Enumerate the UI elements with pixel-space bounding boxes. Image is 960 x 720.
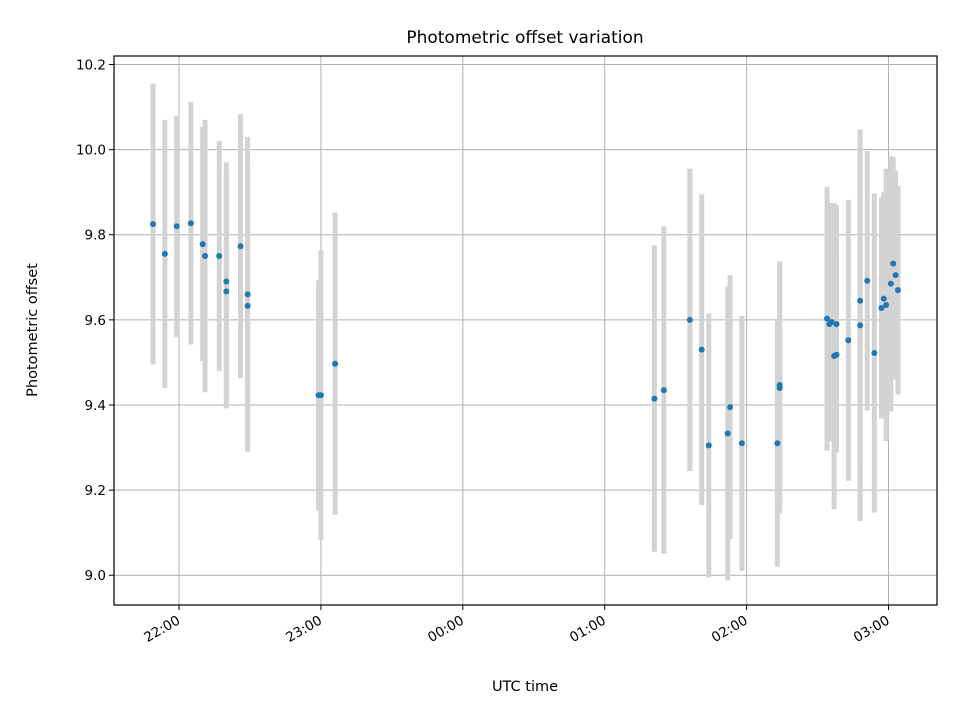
data-point [161,250,168,257]
data-point [724,430,731,437]
data-point [237,243,244,250]
data-point [887,280,894,287]
data-point [890,260,897,267]
y-tick-label: 9.6 [85,313,106,329]
data-point [150,221,157,228]
data-point [187,220,194,227]
data-point [864,277,871,284]
data-point [660,387,667,394]
y-tick-label: 9.0 [85,568,106,584]
data-point [173,223,180,230]
data-points [150,220,901,449]
data-point [824,315,831,322]
chart-title: Photometric offset variation [406,28,643,48]
y-tick-label: 9.8 [85,228,106,244]
data-point [244,291,251,298]
data-point [833,351,840,358]
data-point [833,321,840,328]
y-tick-label: 9.2 [85,483,106,499]
data-point [202,253,209,260]
data-point [845,337,852,344]
data-point [894,287,901,294]
data-point [883,301,890,308]
data-point [871,350,878,357]
y-tick-label: 10.2 [76,58,106,74]
data-point [332,360,339,367]
data-point [738,440,745,447]
data-point [774,440,781,447]
data-point [857,322,864,329]
data-point [317,392,324,399]
data-point [686,316,693,323]
data-point [878,304,885,311]
data-point [880,295,887,302]
data-point [223,288,230,295]
y-tick-label: 9.4 [85,398,106,414]
data-point [244,302,251,309]
y-tick-label: 10.0 [76,143,106,159]
x-axis-label: UTC time [492,679,558,695]
y-axis: 9.0 9.2 9.4 9.6 9.8 10.0 10.2 [76,58,114,584]
data-point [199,241,206,248]
data-point [651,395,658,402]
data-point [727,404,734,411]
data-point [698,346,705,353]
data-point [705,442,712,449]
data-point [857,297,864,304]
data-point [223,278,230,285]
data-point [828,318,835,325]
data-point [216,253,223,260]
y-axis-label: Photometric offset [25,263,41,397]
data-point [892,272,899,279]
plot-frame [113,55,938,606]
data-point [776,381,783,388]
